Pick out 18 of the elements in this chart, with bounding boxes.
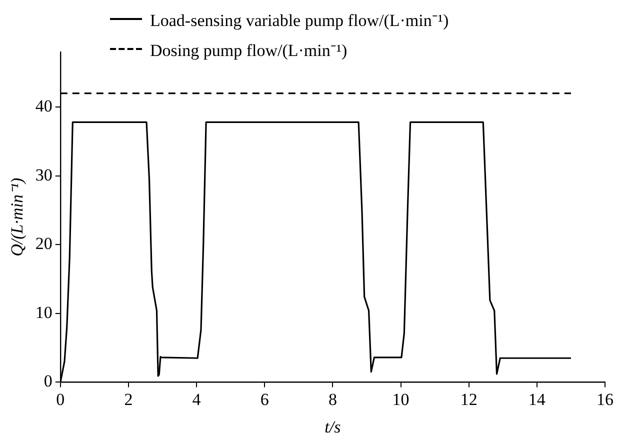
legend-label: Dosing pump flow/(L·min⁻¹): [150, 40, 348, 60]
y-tick-label: 0: [44, 372, 52, 391]
x-tick-label: 6: [260, 390, 269, 409]
x-axis-title: t/s: [324, 417, 342, 436]
x-tick-label: 4: [192, 390, 202, 409]
y-axis-title: Q/(L·min⁻¹): [8, 177, 27, 256]
x-tick-label: 12: [460, 390, 478, 409]
x-tick-label: 2: [124, 390, 133, 409]
y-tick-label: 30: [35, 165, 52, 184]
x-tick-label: 16: [596, 390, 614, 409]
x-tick-label: 10: [392, 390, 410, 409]
x-tick-label: 14: [528, 390, 546, 409]
x-tick-label: 8: [328, 390, 337, 409]
y-tick-label: 10: [35, 302, 52, 322]
x-tick-label: 0: [56, 390, 65, 409]
legend-label: Load-sensing variable pump flow/(L·min⁻¹): [150, 10, 449, 30]
y-tick-label: 40: [35, 96, 52, 116]
y-tick-label: 20: [35, 234, 52, 254]
